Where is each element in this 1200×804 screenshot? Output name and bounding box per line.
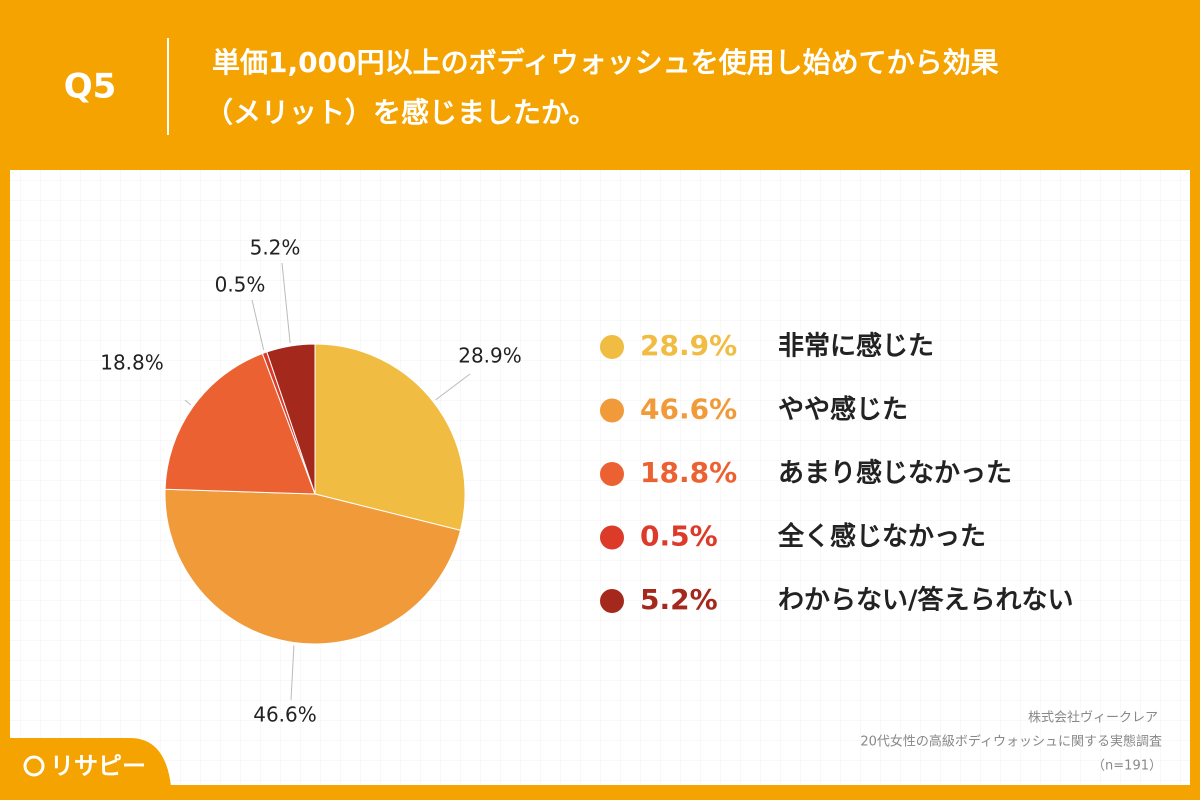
- pie-slice: [266, 343, 316, 495]
- legend-marker: [600, 335, 624, 359]
- leader-line: [184, 399, 191, 406]
- logo-tab: [0, 738, 172, 800]
- legend-value: 28.9%: [640, 329, 737, 362]
- legend-value: 18.8%: [640, 456, 737, 489]
- legend-marker: [600, 589, 624, 613]
- data-label: 5.2%: [250, 236, 301, 260]
- legend-label: やや感じた: [778, 395, 908, 425]
- legend-marker: [600, 398, 624, 423]
- data-label: 18.8%: [100, 351, 164, 375]
- pie-slice: [164, 488, 462, 645]
- leader-line: [281, 262, 291, 344]
- legend-marker: [600, 462, 624, 486]
- footer-company: 株式会社ヴィークレア: [1028, 710, 1158, 726]
- question-number: Q5: [64, 67, 117, 107]
- legend: 28.9% 非常に感じた 46.6% やや感じた 18.8% あまり感じなかった 0.5% 全…: [600, 329, 1074, 616]
- title-line: 単価1,000円以上のボディウォッシュを使用し始めてから効果: [212, 46, 999, 79]
- legend-value: 0.5%: [640, 520, 718, 553]
- data-label: 0.5%: [215, 273, 266, 297]
- footer-sample: （n=191）: [1092, 759, 1162, 774]
- pie-slice: [314, 343, 466, 531]
- logo-icon: [23, 755, 45, 777]
- pie-slice: [164, 352, 316, 495]
- data-label: 46.6%: [253, 703, 317, 727]
- legend-value: 46.6%: [640, 393, 737, 426]
- leader-line: [251, 299, 265, 350]
- logo: リサピー: [50, 752, 146, 780]
- legend-marker: [600, 525, 624, 550]
- legend-label: わからない/答えられない: [778, 585, 1074, 616]
- legend-label: 非常に感じた: [778, 332, 934, 362]
- title-line: （メリット）を感じましたか。: [205, 96, 596, 129]
- legend-label: あまり感じなかった: [778, 459, 1012, 489]
- leader-line: [435, 373, 471, 401]
- footer-survey: 20代女性の高級ボディウォッシュに関する実態調査: [860, 734, 1162, 750]
- legend-label: 全く感じなかった: [777, 521, 986, 552]
- leader-line: [290, 645, 295, 701]
- legend-value: 5.2%: [640, 583, 718, 616]
- pie-chart: 28.9% 46.6% 18.8% 0.5% 5.2%: [100, 236, 522, 727]
- data-label: 28.9%: [458, 344, 522, 368]
